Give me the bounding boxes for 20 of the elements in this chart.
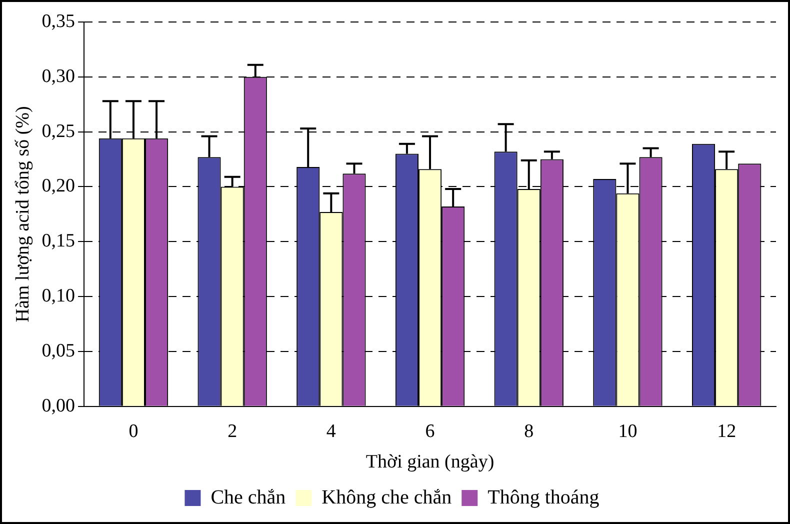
x-tick-label: 0	[128, 420, 138, 442]
y-tick-label: 0,20	[42, 176, 76, 197]
x-tick-label: 12	[717, 420, 736, 442]
x-tick-label: 2	[228, 420, 238, 442]
legend-label: Không che chắn	[322, 486, 452, 508]
y-tick-label: 0,15	[42, 230, 76, 252]
legend-label: Thông thoáng	[488, 486, 600, 508]
x-tick-label: 8	[524, 420, 534, 442]
y-tick-label: 0,25	[42, 120, 76, 142]
legend-label: Che chắn	[210, 486, 286, 508]
y-axis-title: Hàm lượng acid tổng số (%)	[12, 106, 34, 322]
x-tick-label: 10	[618, 420, 638, 442]
y-tick-label: 0,30	[42, 66, 76, 87]
y-tick-label: 0,10	[42, 286, 76, 307]
x-tick-label: 4	[326, 420, 336, 442]
y-tick-label: 0,00	[42, 395, 76, 416]
x-tick-label: 6	[425, 420, 435, 442]
y-tick-label: 0,35	[42, 10, 76, 32]
y-tick-label: 0,05	[42, 340, 76, 362]
x-axis-title: Thời gian (ngày)	[366, 452, 494, 473]
